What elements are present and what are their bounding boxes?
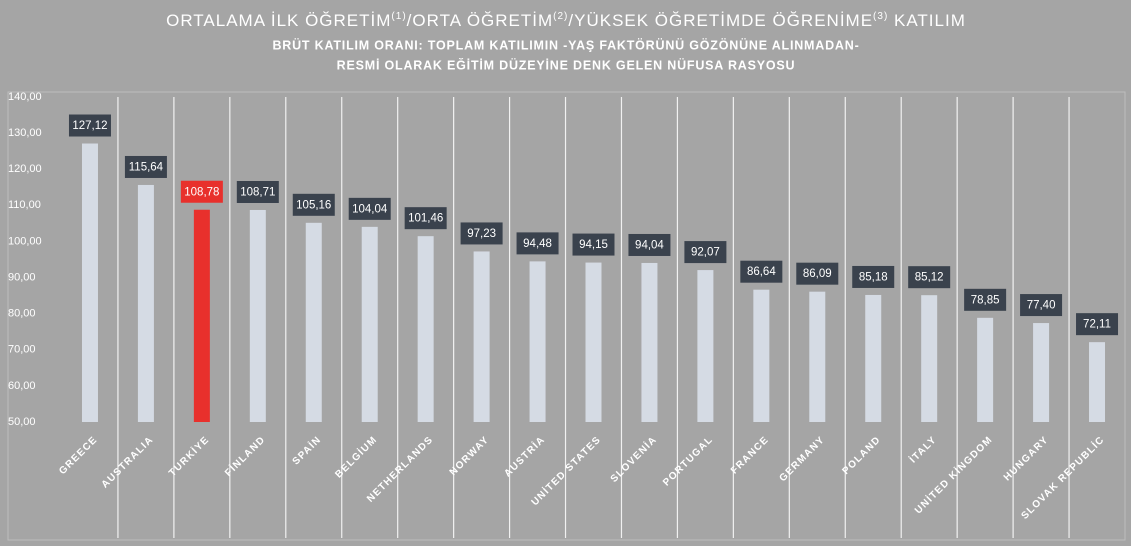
value-label: 92,07: [691, 247, 720, 259]
bar: [529, 261, 546, 422]
value-label-box: [180, 180, 223, 203]
title-superscript: (1): [391, 11, 406, 22]
value-label-box: [460, 222, 503, 245]
value-label: 115,64: [129, 161, 164, 173]
y-tick-label: 130,00: [8, 127, 42, 139]
value-label: 78,85: [971, 294, 1000, 306]
bar: [81, 143, 98, 422]
value-label-box: [964, 288, 1007, 311]
value-label-box: [292, 193, 335, 216]
value-label-box: [1020, 294, 1063, 317]
value-label: 85,18: [859, 271, 888, 283]
bar: [753, 289, 770, 422]
y-tick-label: 140,00: [8, 91, 42, 103]
value-label: 108,71: [240, 187, 275, 199]
bar: [1089, 342, 1106, 422]
y-tick-label: 70,00: [8, 344, 36, 356]
bar: [809, 291, 826, 422]
value-label-box: [124, 155, 167, 178]
bar: [585, 262, 602, 422]
value-label-box: [628, 233, 671, 256]
bar: [473, 251, 490, 422]
value-label: 85,12: [915, 272, 944, 284]
title-superscript: (2): [553, 11, 568, 22]
value-label-box: [908, 266, 951, 289]
value-label-box: [236, 180, 279, 203]
title-part: KATILIM: [888, 11, 966, 30]
value-label: 72,11: [1083, 319, 1111, 331]
y-tick-label: 100,00: [8, 235, 42, 247]
value-label: 104,04: [352, 203, 388, 215]
value-label: 97,23: [467, 228, 496, 240]
value-label-box: [852, 265, 895, 288]
value-label: 86,09: [803, 268, 832, 280]
value-label-box: [1076, 313, 1119, 336]
bar: [305, 222, 322, 422]
bar: [641, 262, 658, 422]
value-label: 94,48: [523, 238, 552, 250]
value-label: 86,64: [747, 266, 776, 278]
bar: [137, 184, 154, 422]
value-label: 127,12: [72, 120, 107, 132]
chart-subtitle: RESMİ OLARAK EĞİTİM DÜZEYİNE DENK GELEN …: [337, 57, 796, 72]
y-tick-label: 50,00: [8, 416, 36, 428]
value-label-box: [68, 114, 111, 137]
value-label: 105,16: [296, 199, 331, 211]
chart-subtitle: BRÜT KATILIM ORANI: TOPLAM KATILIMIN -YA…: [272, 37, 859, 52]
bar: [361, 226, 378, 422]
y-tick-label: 120,00: [8, 163, 42, 175]
y-tick-label: 110,00: [8, 199, 41, 211]
bar: [417, 236, 434, 422]
bar: [249, 209, 266, 422]
chart-title: ORTALAMA İLK ÖĞRETİM(1)/ORTA ÖĞRETİM(2)/…: [166, 11, 966, 30]
bar: [1033, 323, 1050, 422]
value-label: 108,78: [184, 186, 219, 198]
value-label-box: [348, 197, 391, 220]
value-label-box: [516, 232, 559, 255]
title-part: ORTALAMA İLK ÖĞRETİM: [166, 11, 391, 30]
y-tick-label: 80,00: [8, 308, 36, 320]
title-part: /YÜKSEK ÖĞRETİMDE ÖĞRENİME: [568, 11, 873, 30]
value-label: 94,15: [579, 239, 608, 251]
value-label: 94,04: [635, 239, 664, 251]
value-label-box: [684, 241, 727, 264]
y-tick-label: 60,00: [8, 380, 36, 392]
bar: [697, 270, 714, 422]
bar: [977, 317, 994, 422]
title-superscript: (3): [873, 11, 888, 22]
value-label-box: [740, 260, 783, 283]
value-label: 77,40: [1027, 300, 1056, 312]
value-label-box: [572, 233, 615, 256]
bar: [193, 209, 210, 422]
title-part: /ORTA ÖĞRETİM: [407, 11, 554, 30]
plot-frame: [7, 91, 1126, 541]
bar: [865, 294, 882, 422]
bar: [921, 295, 938, 422]
value-label-box: [404, 207, 447, 230]
value-label: 101,46: [408, 213, 443, 225]
y-tick-label: 90,00: [8, 271, 36, 283]
value-label-box: [796, 262, 839, 285]
